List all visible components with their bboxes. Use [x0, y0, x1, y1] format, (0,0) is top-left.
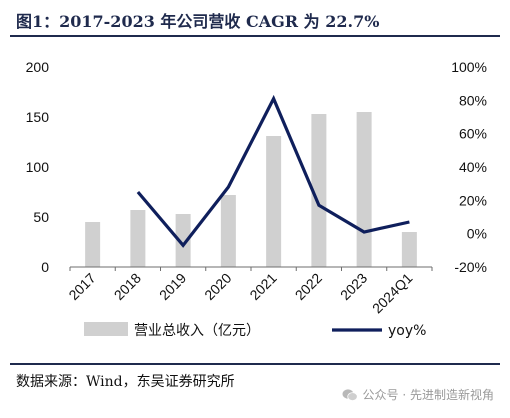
x-tick-label-2019: 2019	[156, 270, 189, 303]
x-tick-label-2021: 2021	[246, 270, 279, 303]
right-tick-label: 100%	[451, 59, 487, 75]
bar-2022	[311, 114, 327, 267]
legend-bar-label: 营业总收入（亿元）	[134, 323, 260, 339]
wechat-icon	[342, 388, 358, 401]
yoy-line	[136, 94, 410, 248]
legend-bar-swatch	[84, 322, 128, 336]
right-tick-label: 60%	[459, 126, 487, 142]
right-tick-label: 40%	[459, 159, 487, 175]
bottom-rule	[10, 363, 500, 365]
watermark: 公众号 · 先进制造新视角	[342, 386, 494, 403]
left-tick-label: 50	[33, 209, 49, 225]
x-tick-label-2017: 2017	[65, 270, 98, 303]
source-note: 数据来源：Wind，东吴证券研究所	[16, 374, 235, 390]
right-tick-label: 0%	[467, 226, 487, 242]
right-tick-label: 80%	[459, 92, 487, 108]
x-tick-label-2018: 2018	[111, 270, 144, 303]
left-tick-label: 200	[26, 59, 50, 75]
left-tick-label: 100	[26, 159, 50, 175]
bar-2024Q1	[401, 232, 417, 267]
bar-2023	[356, 112, 372, 267]
figure-title: 图1：2017-2023 年公司营收 CAGR 为 22.7%	[16, 12, 380, 31]
x-tick-label-2022: 2022	[292, 270, 325, 303]
right-tick-label: 20%	[459, 192, 487, 208]
top-rule	[10, 35, 500, 37]
bar-2017	[85, 222, 101, 267]
bar-2018	[130, 210, 146, 267]
bar-2019	[175, 214, 191, 267]
x-tick-label-2024Q1: 2024Q1	[369, 270, 416, 317]
bar-2021	[266, 136, 282, 267]
right-tick-label: -20%	[454, 259, 487, 275]
revenue-chart: 0 50 100 150 200 -20% 0% 20% 40% 60% 80% 100% 2017 20…	[26, 59, 487, 339]
left-tick-label: 0	[41, 259, 49, 275]
legend-line-label: yoy%	[388, 323, 426, 339]
left-tick-label: 150	[26, 109, 50, 125]
x-tick-label-2020: 2020	[201, 270, 234, 303]
bar-2020	[220, 195, 236, 267]
x-tick-label-2023: 2023	[337, 270, 370, 303]
watermark-text: 公众号 · 先进制造新视角	[362, 388, 494, 402]
